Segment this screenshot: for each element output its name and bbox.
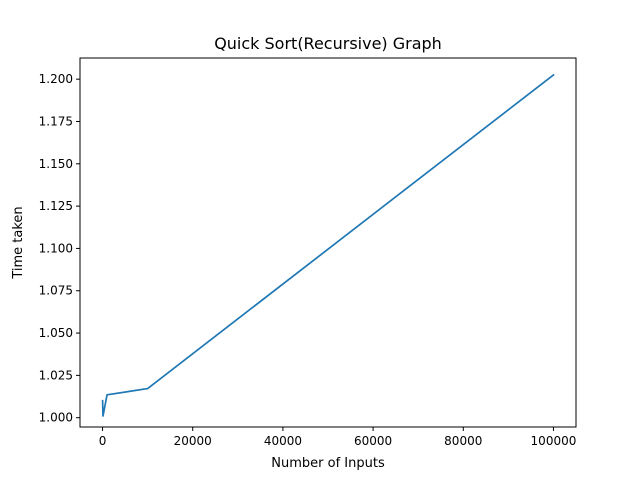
- x-axis-ticks: 0 20000 40000 60000 80000 100000: [99, 427, 577, 448]
- x-tick-label: 40000: [264, 434, 302, 448]
- plot-frame: [79, 57, 577, 428]
- y-axis-ticks: 1.000 1.025 1.050 1.075 1.100 1.125 1.150 1.175…: [39, 72, 80, 425]
- y-tick-label: 1.075: [39, 284, 73, 298]
- series-layer: [101, 73, 555, 417]
- y-tick-label: 1.150: [39, 157, 73, 171]
- chart-title: Quick Sort(Recursive) Graph: [214, 34, 442, 53]
- series-line: [101, 73, 555, 417]
- y-tick-label: 1.125: [39, 199, 73, 213]
- y-axis-label: Time taken: [11, 206, 26, 279]
- y-tick-label: 1.200: [39, 72, 73, 86]
- x-tick-label: 0: [99, 434, 107, 448]
- x-tick-label: 80000: [444, 434, 482, 448]
- y-tick-label: 1.175: [39, 114, 73, 128]
- x-tick-label: 60000: [354, 434, 392, 448]
- x-tick-label: 100000: [531, 434, 577, 448]
- x-tick-label: 20000: [174, 434, 212, 448]
- y-tick-label: 1.050: [39, 326, 73, 340]
- x-axis-label: Number of Inputs: [271, 456, 385, 471]
- y-tick-label: 1.100: [39, 241, 73, 255]
- y-tick-label: 1.000: [39, 411, 73, 425]
- y-tick-label: 1.025: [39, 368, 73, 382]
